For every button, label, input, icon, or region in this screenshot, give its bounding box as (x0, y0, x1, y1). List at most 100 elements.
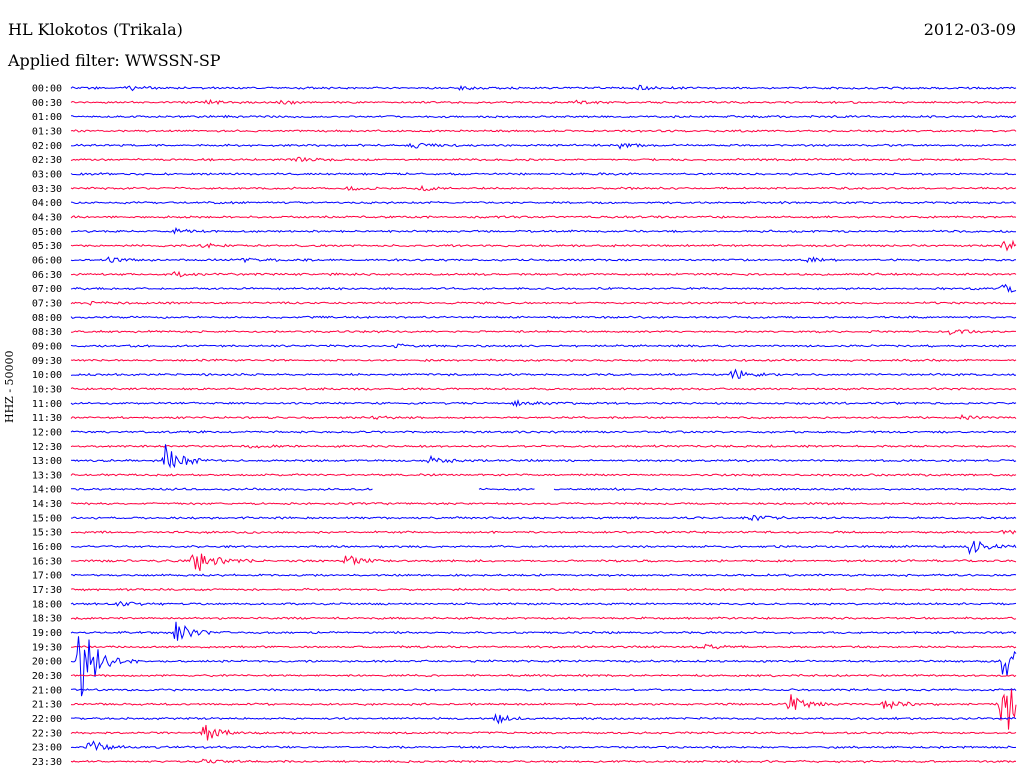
row-time-label: 12:00 (32, 427, 62, 438)
seismogram-trace (70, 84, 1017, 92)
seismogram-trace (70, 413, 1017, 421)
row-time-label: 07:30 (32, 298, 62, 309)
seismogram-trace (70, 215, 1017, 219)
row-time-label: 02:00 (32, 141, 62, 152)
row-time-label: 19:30 (32, 642, 62, 653)
row-time-label: 16:00 (32, 542, 62, 553)
row-time-label: 13:00 (32, 456, 62, 467)
row-time-label: 00:30 (32, 98, 62, 109)
row-time-label: 19:00 (32, 628, 62, 639)
row-time-label: 22:30 (32, 728, 62, 739)
filter-label: Applied filter: WWSSN-SP (8, 51, 221, 70)
row-time-label: 08:00 (32, 313, 62, 324)
row-time-label: 16:30 (32, 556, 62, 567)
seismogram-trace (70, 343, 1017, 349)
row-time-label: 11:00 (32, 399, 62, 410)
row-time-label: 10:30 (32, 384, 62, 395)
seismogram-trace (71, 114, 1017, 119)
seismogram-trace (70, 315, 1017, 320)
row-time-label: 14:00 (32, 485, 62, 496)
row-time-label: 07:00 (32, 284, 62, 295)
seismogram-trace (70, 172, 1017, 176)
seismogram-trace (70, 473, 1017, 477)
row-time-label: 20:00 (32, 657, 62, 668)
seismogram-trace (71, 487, 1017, 492)
seismogram-trace (70, 553, 1017, 572)
row-time-label: 08:30 (32, 327, 62, 338)
row-time-label: 06:30 (32, 270, 62, 281)
row-time-label: 23:30 (32, 757, 62, 768)
station-title: HL Klokotos (Trikala) (8, 20, 183, 39)
seismogram-trace (70, 600, 1017, 607)
row-time-label: 09:30 (32, 356, 62, 367)
row-time-label: 01:00 (32, 112, 62, 123)
row-time-label: 00:00 (32, 84, 62, 95)
row-time-label: 05:00 (32, 227, 62, 238)
seismogram-trace (71, 226, 1016, 235)
seismogram-trace (70, 643, 1017, 650)
row-time-label: 21:30 (32, 700, 62, 711)
seismogram-trace (70, 724, 1017, 741)
row-time-label: 03:00 (32, 169, 62, 180)
seismogram-trace (70, 239, 1017, 252)
row-time-label: 05:30 (32, 241, 62, 252)
row-time-label: 13:30 (32, 470, 62, 481)
seismogram-trace (70, 444, 1016, 449)
seismogram-trace (70, 142, 1017, 150)
seismogram-trace (70, 540, 1017, 556)
seismogram-trace (70, 430, 1017, 434)
row-time-label: 15:30 (32, 528, 62, 539)
seismogram-trace (71, 270, 1017, 278)
seismogram-trace (70, 398, 1017, 408)
row-time-label: 04:00 (32, 198, 62, 209)
seismogram-trace (70, 444, 1017, 469)
seismogram-trace (71, 713, 1017, 725)
row-time-label: 04:30 (32, 212, 62, 223)
seismogram-trace (70, 689, 1017, 730)
row-time-label: 09:00 (32, 341, 62, 352)
row-time-label: 03:30 (32, 184, 62, 195)
row-time-label: 17:00 (32, 571, 62, 582)
seismogram-trace (70, 529, 1017, 535)
seismogram-trace (70, 587, 1017, 592)
date-label: 2012-03-09 (923, 20, 1016, 39)
seismogram-trace (70, 501, 1017, 506)
seismogram-trace (70, 200, 1017, 205)
seismogram-trace (70, 758, 1017, 764)
row-time-label: 01:30 (32, 126, 62, 137)
seismogram-trace (70, 301, 1017, 306)
seismogram-trace (70, 514, 1017, 522)
row-time-label: 21:00 (32, 685, 62, 696)
seismogram-trace (70, 387, 1017, 391)
seismogram-trace (70, 740, 1017, 752)
seismogram-trace (70, 621, 1017, 641)
seismogram-trace (70, 184, 1017, 192)
seismogram-trace (70, 688, 1017, 692)
seismogram-trace (70, 368, 1017, 380)
row-time-label: 02:30 (32, 155, 62, 166)
seismogram-trace (70, 358, 1017, 363)
seismogram-trace (70, 156, 1017, 163)
row-time-label: 12:30 (32, 442, 62, 453)
row-time-label: 23:00 (32, 743, 62, 754)
row-time-label: 22:00 (32, 714, 62, 725)
row-time-label: 11:30 (32, 413, 62, 424)
row-time-label: 18:00 (32, 599, 62, 610)
seismogram-trace (70, 636, 1017, 697)
seismogram-trace (70, 256, 1017, 264)
row-time-label: 06:00 (32, 255, 62, 266)
row-time-label: 10:00 (32, 370, 62, 381)
seismogram-trace (70, 98, 1017, 105)
seismogram-trace (70, 283, 1017, 293)
row-time-label: 15:00 (32, 513, 62, 524)
row-time-label: 18:30 (32, 614, 62, 625)
row-time-label: 20:30 (32, 671, 62, 682)
row-time-label: 17:30 (32, 585, 62, 596)
seismogram-trace (70, 616, 1017, 620)
seismogram-trace (70, 129, 1017, 133)
seismogram-trace (70, 573, 1017, 578)
row-time-label: 14:30 (32, 499, 62, 510)
seismogram-trace (71, 329, 1016, 336)
seismogram-trace (70, 673, 1017, 678)
